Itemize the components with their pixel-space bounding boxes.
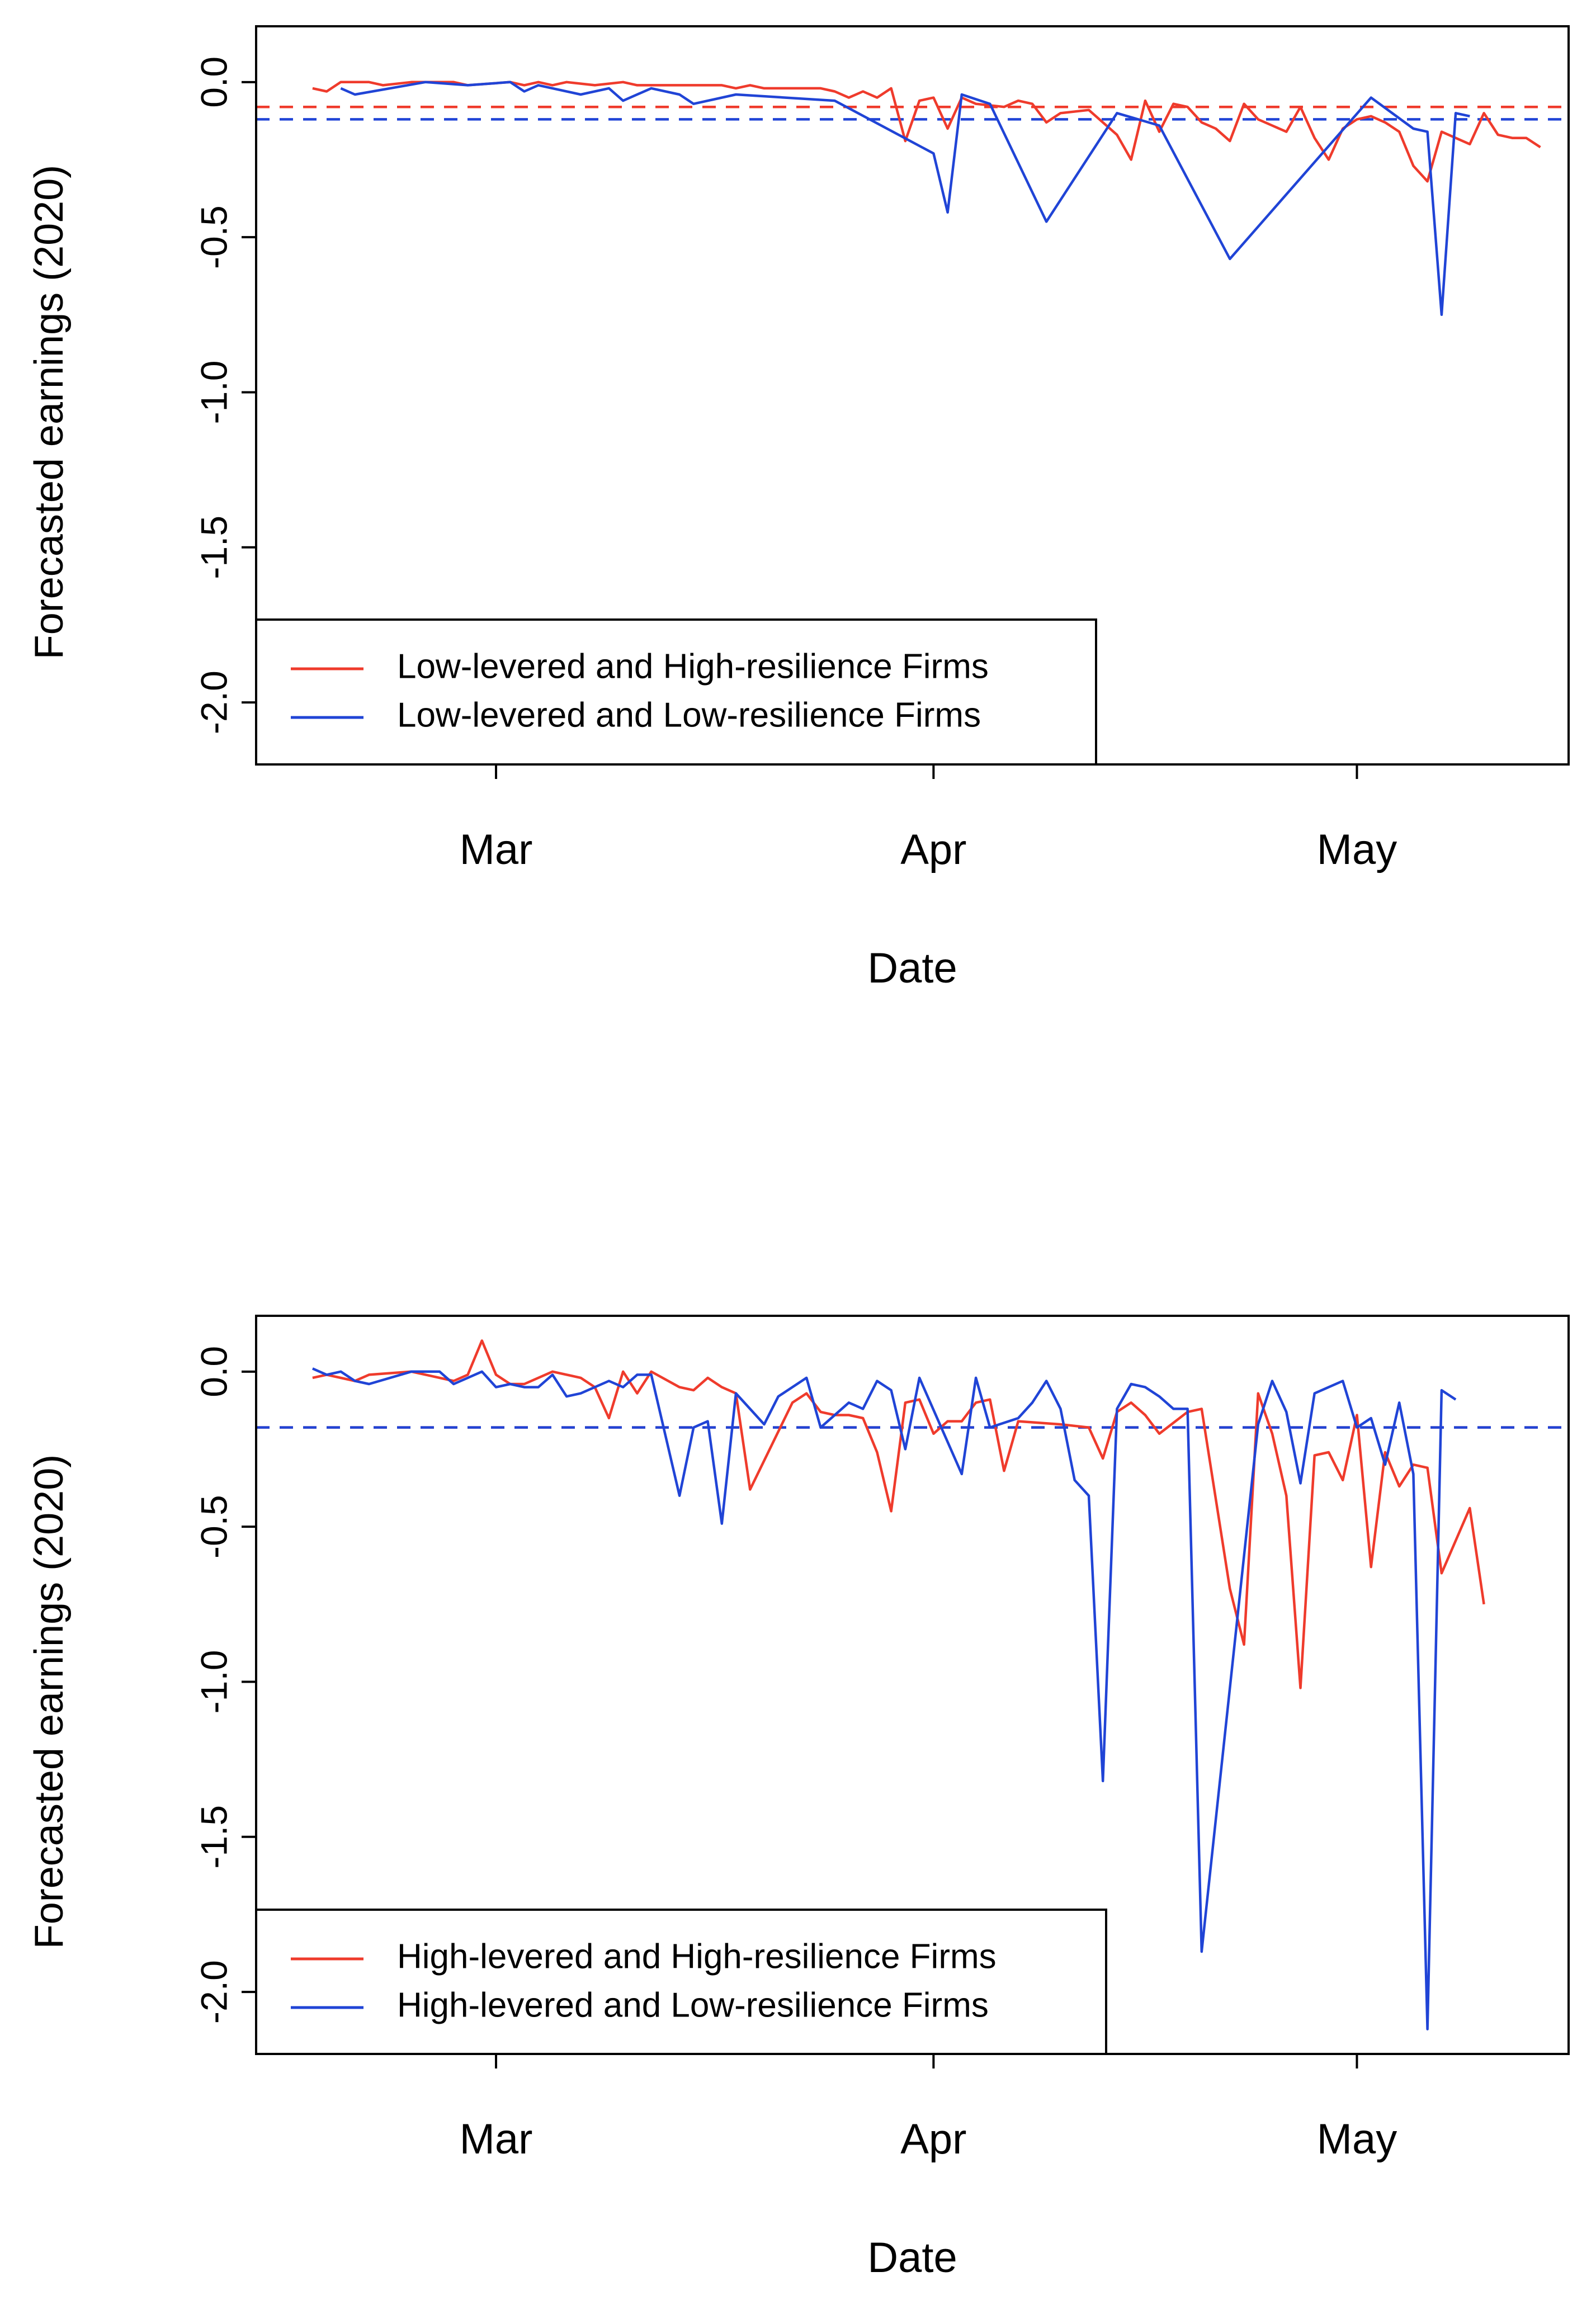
chart2-legend: High-levered and High-resilience Firms Hi… [255,1909,1107,2055]
chart-bottom: 0.0 -0.5 -1.0 -1.5 -2.0 Mar Apr May Date Forecast… [27,1315,1570,2282]
chart1-y-tick-label: -0.5 [193,205,234,269]
chart1-x-tick-label: Mar [460,826,533,873]
chart2-x-tick-label: Apr [900,2115,966,2163]
chart1-y-tick-label: -1.0 [193,361,234,424]
chart1-legend: Low-levered and High-resilience Firms Low… [255,618,1097,766]
chart2-y-tick-label: -1.5 [193,1805,234,1869]
chart2-y-tick-label: -1.0 [193,1650,234,1714]
chart2-y-axis-title: Forecasted earnings (2020) [27,1454,72,1949]
chart1-legend-label-2: Low-levered and Low-resilience Firms [397,696,981,734]
chart2-x-axis-title: Date [867,2234,957,2282]
chart1-x-tick-label: May [1317,826,1397,873]
chart1-x-axis-title: Date [867,944,957,992]
chart1-y-tick-label: 0.0 [193,56,234,108]
chart1-series2-line [340,81,1470,317]
chart2-x-tick-label: May [1317,2115,1397,2163]
chart2-y-tick-label: -2.0 [193,1960,234,2024]
chart2-series1-line [312,1339,1485,1689]
chart2-y-tick-label: -0.5 [193,1495,234,1558]
chart2-legend-box [255,1909,1107,2055]
chart2-y-tick-label: 0.0 [193,1346,234,1397]
chart2-series2-line [311,1367,1457,2030]
chart1-y-axis-title: Forecasted earnings (2020) [27,165,72,660]
chart1-x-tick-label: Apr [900,826,966,873]
chart2-legend-label-1: High-levered and High-resilience Firms [397,1937,997,1976]
chart-top: 0.0 -0.5 -1.0 -1.5 -2.0 Mar Apr May Date Forecast… [27,25,1570,992]
chart2-x-tick-label: Mar [460,2115,533,2163]
chart1-legend-box [255,618,1097,766]
chart1-series1-line [312,81,1541,183]
chart1-y-tick-label: -1.5 [193,516,234,579]
chart2-legend-label-2: High-levered and Low-resilience Firms [397,1986,989,2024]
chart1-y-tick-label: -2.0 [193,670,234,734]
chart1-legend-label-1: Low-levered and High-resilience Firms [397,647,989,686]
